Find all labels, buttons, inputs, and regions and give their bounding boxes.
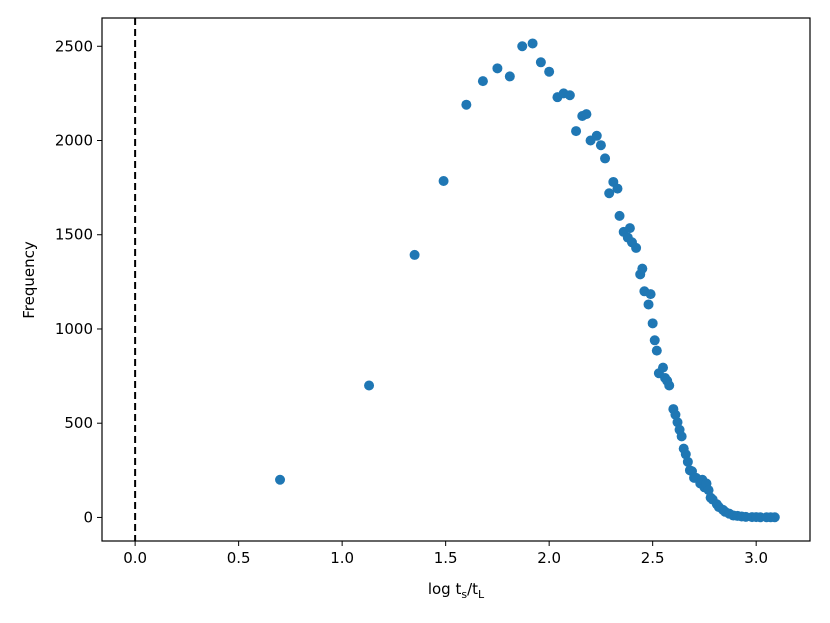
point: [461, 99, 472, 110]
x-tick-label: 0.0: [123, 549, 147, 567]
x-label-part: log t: [428, 580, 462, 598]
point: [676, 431, 687, 442]
point: [504, 71, 515, 82]
point: [672, 417, 683, 428]
y-tick-label: 500: [64, 414, 93, 432]
y-tick-label: 0: [83, 508, 93, 526]
x-tick-label: 3.0: [744, 549, 768, 567]
y-axis-label: Frequency: [20, 241, 38, 319]
y-tick-label: 2500: [55, 37, 93, 55]
y-tick-label: 2000: [55, 132, 93, 150]
y-tick-label: 1500: [55, 226, 93, 244]
point: [645, 289, 656, 300]
point: [492, 63, 503, 74]
point: [438, 176, 449, 187]
point: [535, 57, 546, 68]
point: [680, 449, 691, 460]
point: [409, 249, 420, 260]
point: [604, 188, 615, 199]
point: [564, 90, 575, 101]
point: [591, 130, 602, 141]
x-label-part: /t: [467, 580, 478, 598]
y-tick-label: 1000: [55, 320, 93, 338]
point: [643, 299, 654, 310]
x-label-sub: L: [478, 588, 485, 601]
point: [682, 456, 693, 467]
x-label-sub: s: [461, 588, 467, 601]
point: [670, 409, 681, 420]
x-tick-label: 2.0: [537, 549, 561, 567]
point: [624, 223, 635, 234]
point: [581, 109, 592, 120]
point: [631, 242, 642, 253]
plot-frame: [101, 17, 811, 542]
point: [364, 380, 375, 391]
point: [275, 474, 286, 485]
x-tick-label: 1.0: [330, 549, 354, 567]
point: [703, 485, 714, 496]
point: [651, 345, 662, 356]
point: [649, 335, 660, 346]
point: [664, 380, 675, 391]
point: [612, 183, 623, 194]
point: [637, 263, 648, 274]
point: [647, 318, 658, 329]
point: [658, 362, 669, 373]
point: [600, 153, 611, 164]
point: [769, 512, 780, 523]
point: [544, 66, 555, 77]
x-axis-label: log ts/tL: [428, 580, 485, 601]
x-tick-label: 0.5: [227, 549, 251, 567]
point: [477, 76, 488, 87]
point: [527, 38, 538, 49]
x-tick-label: 1.5: [434, 549, 458, 567]
point: [517, 41, 528, 52]
point: [614, 210, 625, 221]
point: [571, 126, 582, 137]
point: [595, 140, 606, 151]
x-tick-label: 2.5: [641, 549, 665, 567]
